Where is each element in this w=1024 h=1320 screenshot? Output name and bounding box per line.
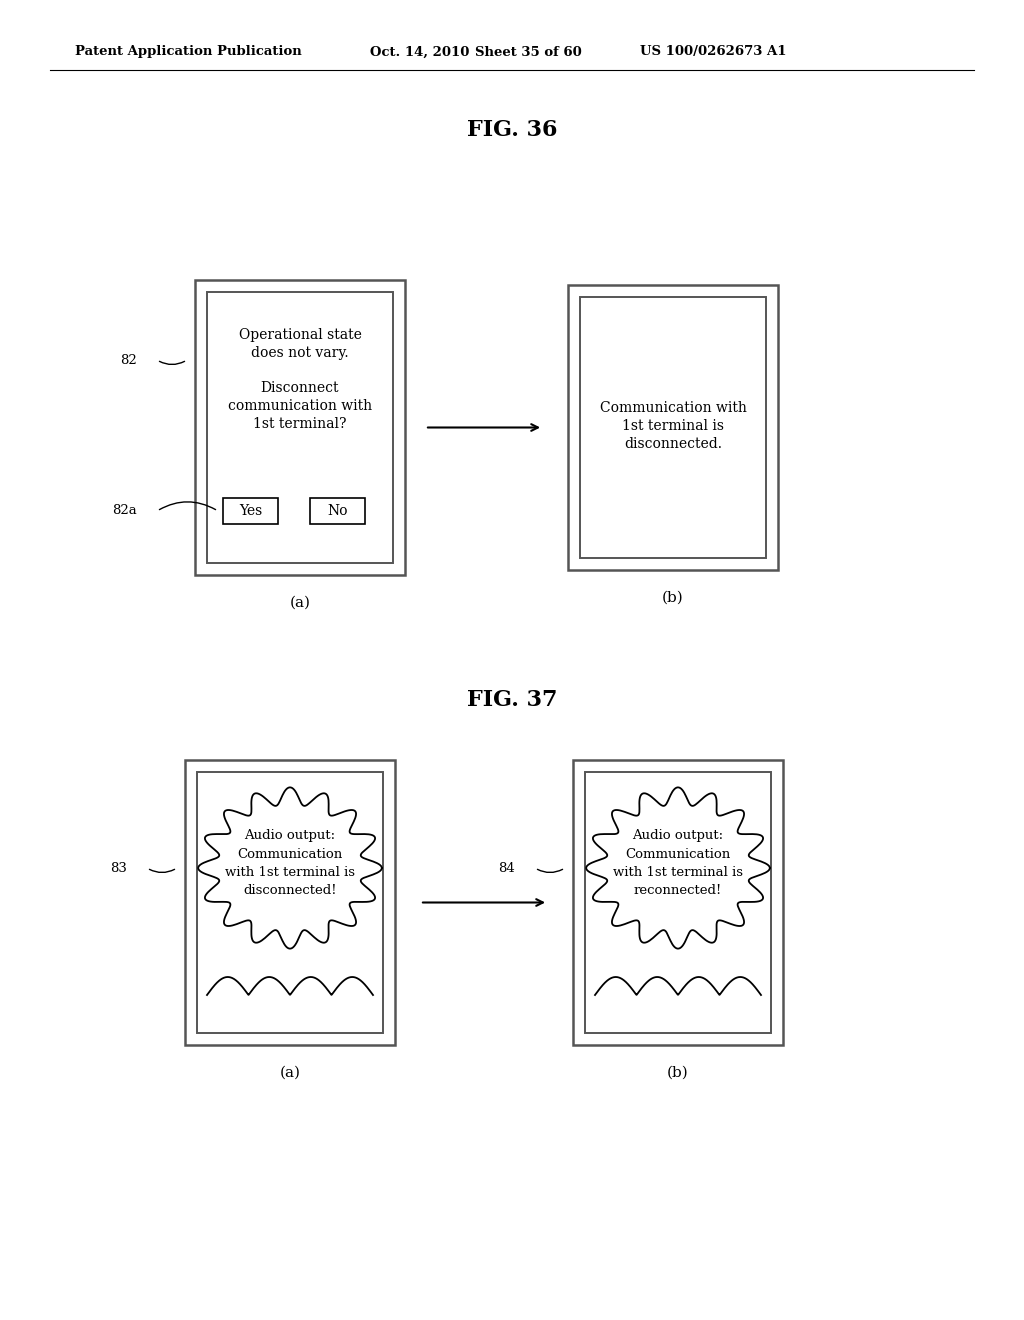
- Text: US 100/0262673 A1: US 100/0262673 A1: [640, 45, 786, 58]
- Text: Operational state: Operational state: [239, 327, 361, 342]
- Text: Audio output:: Audio output:: [245, 829, 336, 842]
- Text: FIG. 36: FIG. 36: [467, 119, 557, 141]
- Bar: [207, 292, 393, 564]
- Text: No: No: [328, 504, 348, 517]
- Text: reconnected!: reconnected!: [634, 883, 722, 896]
- Text: Disconnect: Disconnect: [261, 381, 339, 395]
- Text: Patent Application Publication: Patent Application Publication: [75, 45, 302, 58]
- Bar: [585, 772, 771, 1034]
- Text: (b): (b): [663, 591, 684, 605]
- Text: (a): (a): [290, 597, 310, 610]
- Bar: [197, 772, 383, 1034]
- Text: Communication with: Communication with: [600, 400, 746, 414]
- Text: does not vary.: does not vary.: [251, 346, 349, 360]
- Text: with 1st terminal is: with 1st terminal is: [613, 866, 743, 879]
- Text: Yes: Yes: [239, 504, 262, 517]
- Text: 1st terminal?: 1st terminal?: [253, 417, 347, 432]
- Text: with 1st terminal is: with 1st terminal is: [225, 866, 355, 879]
- Bar: [580, 297, 766, 558]
- Text: communication with: communication with: [228, 399, 372, 413]
- Text: 1st terminal is: 1st terminal is: [622, 418, 724, 433]
- Bar: [310, 498, 365, 524]
- Text: Oct. 14, 2010: Oct. 14, 2010: [370, 45, 469, 58]
- Bar: [223, 498, 278, 524]
- Bar: [185, 760, 395, 1045]
- Text: (b): (b): [667, 1067, 689, 1080]
- Text: disconnected.: disconnected.: [624, 437, 722, 450]
- Bar: [568, 285, 778, 570]
- Text: Audio output:: Audio output:: [633, 829, 724, 842]
- Text: Communication: Communication: [626, 847, 731, 861]
- Text: FIG. 37: FIG. 37: [467, 689, 557, 711]
- Text: disconnected!: disconnected!: [244, 883, 337, 896]
- Text: Sheet 35 of 60: Sheet 35 of 60: [475, 45, 582, 58]
- Text: 84: 84: [499, 862, 515, 874]
- Text: 83: 83: [111, 862, 127, 874]
- Bar: [195, 280, 406, 576]
- Text: 82: 82: [120, 354, 137, 367]
- Text: Communication: Communication: [238, 847, 343, 861]
- Bar: [573, 760, 783, 1045]
- Text: 82a: 82a: [113, 504, 137, 517]
- Text: (a): (a): [280, 1067, 300, 1080]
